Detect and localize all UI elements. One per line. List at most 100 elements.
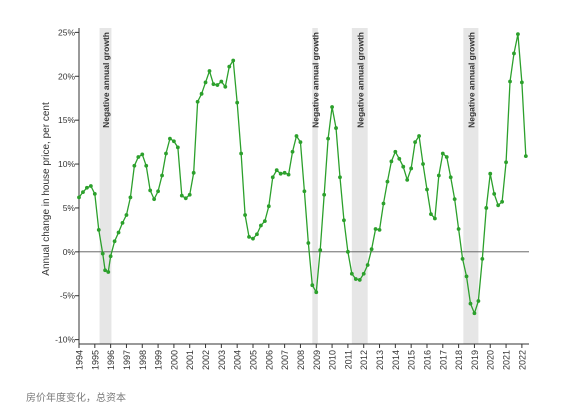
- data-point: [108, 254, 113, 259]
- data-point: [448, 175, 453, 180]
- data-point: [294, 134, 299, 138]
- data-point: [175, 145, 180, 150]
- data-point: [100, 251, 105, 256]
- data-point: [440, 151, 445, 156]
- data-point: [310, 283, 315, 288]
- data-point: [203, 80, 208, 85]
- x-tick-label: 2021: [502, 350, 512, 370]
- data-point: [464, 274, 469, 279]
- data-point: [140, 152, 145, 157]
- y-tick-label: 15%: [58, 115, 75, 125]
- band-label-3: Negative annual growth: [466, 32, 476, 128]
- data-point: [397, 156, 402, 161]
- data-point: [128, 195, 133, 200]
- data-point: [286, 172, 291, 177]
- x-tick-label: 2018: [454, 350, 464, 370]
- band-label-0: Negative annual growth: [101, 32, 111, 128]
- shaded-periods: [99, 28, 479, 344]
- data-point: [290, 149, 295, 154]
- data-point: [345, 249, 350, 254]
- data-point: [168, 136, 172, 141]
- data-point: [103, 268, 107, 273]
- data-point: [179, 193, 184, 198]
- x-tick-label: 2017: [438, 350, 448, 370]
- data-point: [425, 187, 429, 192]
- data-point: [195, 99, 200, 104]
- data-point: [262, 219, 267, 224]
- data-point: [361, 271, 366, 276]
- data-point: [191, 170, 196, 175]
- shaded-period-2: [351, 28, 368, 344]
- data-point: [136, 155, 141, 159]
- x-tick-label: 2013: [375, 350, 385, 370]
- data-point: [365, 263, 370, 267]
- data-point: [298, 140, 303, 145]
- data-point: [504, 160, 508, 165]
- data-point: [334, 126, 338, 130]
- data-point: [480, 256, 485, 261]
- x-tick-label: 2000: [169, 350, 179, 370]
- data-point: [330, 105, 334, 109]
- data-point: [164, 151, 168, 156]
- data-point: [215, 83, 220, 87]
- data-point: [77, 195, 81, 200]
- data-point: [302, 189, 307, 194]
- x-tick-label: 2011: [343, 350, 353, 369]
- y-axis-label: Annual change in house price, per cent: [41, 102, 52, 276]
- data-point: [243, 213, 247, 217]
- data-point: [255, 232, 259, 237]
- data-point: [349, 271, 354, 276]
- x-tick-label: 1998: [138, 350, 148, 370]
- x-tick-label: 2014: [391, 350, 401, 370]
- data-point: [266, 204, 271, 209]
- data-point: [357, 278, 362, 282]
- data-point: [342, 218, 346, 223]
- data-point: [429, 212, 433, 216]
- data-point: [452, 197, 457, 202]
- x-tick-label: 2003: [217, 350, 227, 370]
- data-point: [152, 197, 157, 202]
- data-point: [460, 256, 465, 261]
- data-point: [496, 203, 501, 208]
- x-tick-label: 2019: [470, 350, 480, 370]
- x-tick-label: 2006: [264, 350, 274, 370]
- data-point: [156, 189, 160, 194]
- data-point: [373, 227, 378, 231]
- data-point: [508, 79, 512, 84]
- data-point: [251, 236, 255, 241]
- data-point: [258, 223, 263, 228]
- x-tick-label: 2002: [201, 350, 211, 370]
- data-point: [219, 79, 224, 84]
- x-tick-label: 1999: [154, 350, 164, 370]
- y-tick-label: 5%: [63, 203, 76, 213]
- data-point: [227, 64, 232, 69]
- data-point: [172, 139, 176, 144]
- x-tick-label: 2022: [517, 350, 527, 370]
- band-label-1: Negative annual growth: [311, 32, 321, 128]
- data-point: [326, 136, 331, 141]
- data-point: [112, 239, 117, 244]
- data-point: [183, 196, 188, 201]
- series: [77, 32, 528, 316]
- data-point: [444, 155, 449, 159]
- data-point: [516, 32, 520, 37]
- data-point: [413, 140, 418, 145]
- data-point: [223, 84, 228, 89]
- data-point: [519, 80, 524, 85]
- data-point: [160, 173, 164, 178]
- data-point: [124, 213, 129, 217]
- data-point: [409, 166, 414, 171]
- y-tick-label: 10%: [58, 159, 75, 169]
- data-point: [381, 201, 386, 206]
- shaded-period-0: [99, 28, 112, 344]
- data-point: [377, 227, 382, 232]
- data-point: [235, 100, 240, 105]
- data-point: [231, 58, 236, 63]
- y-tick-label: -5%: [60, 291, 76, 301]
- x-tick-label: 2015: [407, 350, 417, 370]
- x-tick-label: 2005: [248, 350, 258, 370]
- data-point: [116, 230, 121, 235]
- data-point: [488, 171, 493, 176]
- shaded-period-1: [312, 28, 318, 344]
